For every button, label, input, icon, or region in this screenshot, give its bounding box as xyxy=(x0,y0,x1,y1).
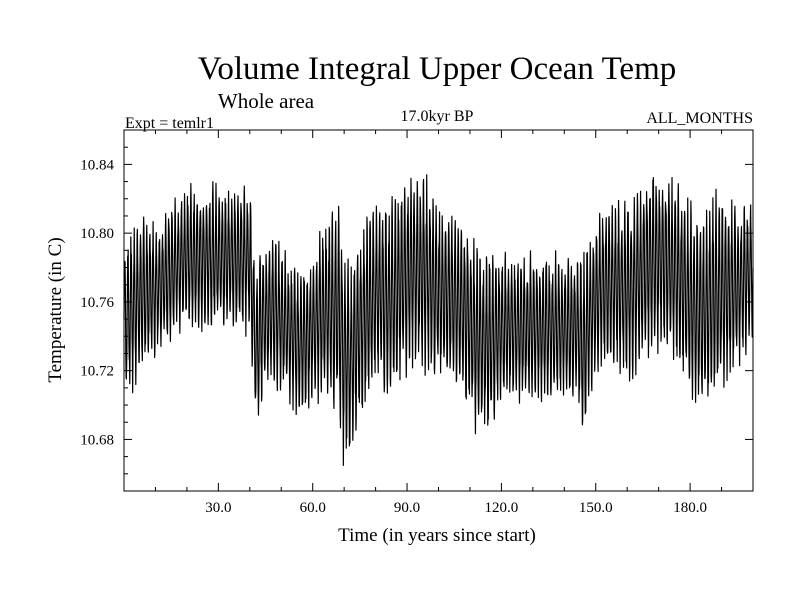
x-ticks: 30.0 60.0 90.0 120.0 150.0 180.0 xyxy=(154,130,723,516)
y-ticks: 10.68 10.72 10.76 10.80 10.84 xyxy=(80,146,753,475)
y-tick-label-2: 10.76 xyxy=(80,295,114,311)
y-axis-label: Temperature (in C) xyxy=(45,237,66,382)
chart-title: Volume Integral Upper Ocean Temp xyxy=(198,51,676,87)
period-label: 17.0kyr BP xyxy=(401,108,474,125)
x-tick-label-3: 120.0 xyxy=(485,500,519,516)
expt-label: Expt = temlr1 xyxy=(125,115,214,132)
plot-frame xyxy=(123,129,754,492)
chart-subtitle: Whole area xyxy=(218,89,315,113)
x-tick-label-4: 150.0 xyxy=(579,500,613,516)
months-label: ALL_MONTHS xyxy=(646,110,753,127)
y-tick-label-3: 10.80 xyxy=(80,226,114,242)
x-axis-label: Time (in years since start) xyxy=(338,525,536,546)
series-line-0 xyxy=(123,174,754,466)
x-tick-label-5: 180.0 xyxy=(673,500,707,516)
x-tick-label-2: 90.0 xyxy=(394,500,420,516)
x-tick-label-1: 60.0 xyxy=(300,500,326,516)
y-tick-label-0: 10.68 xyxy=(80,432,114,448)
y-tick-label-1: 10.72 xyxy=(80,364,114,380)
x-tick-label-0: 30.0 xyxy=(205,500,231,516)
plot-area xyxy=(123,174,754,466)
y-tick-label-4: 10.84 xyxy=(80,157,114,173)
